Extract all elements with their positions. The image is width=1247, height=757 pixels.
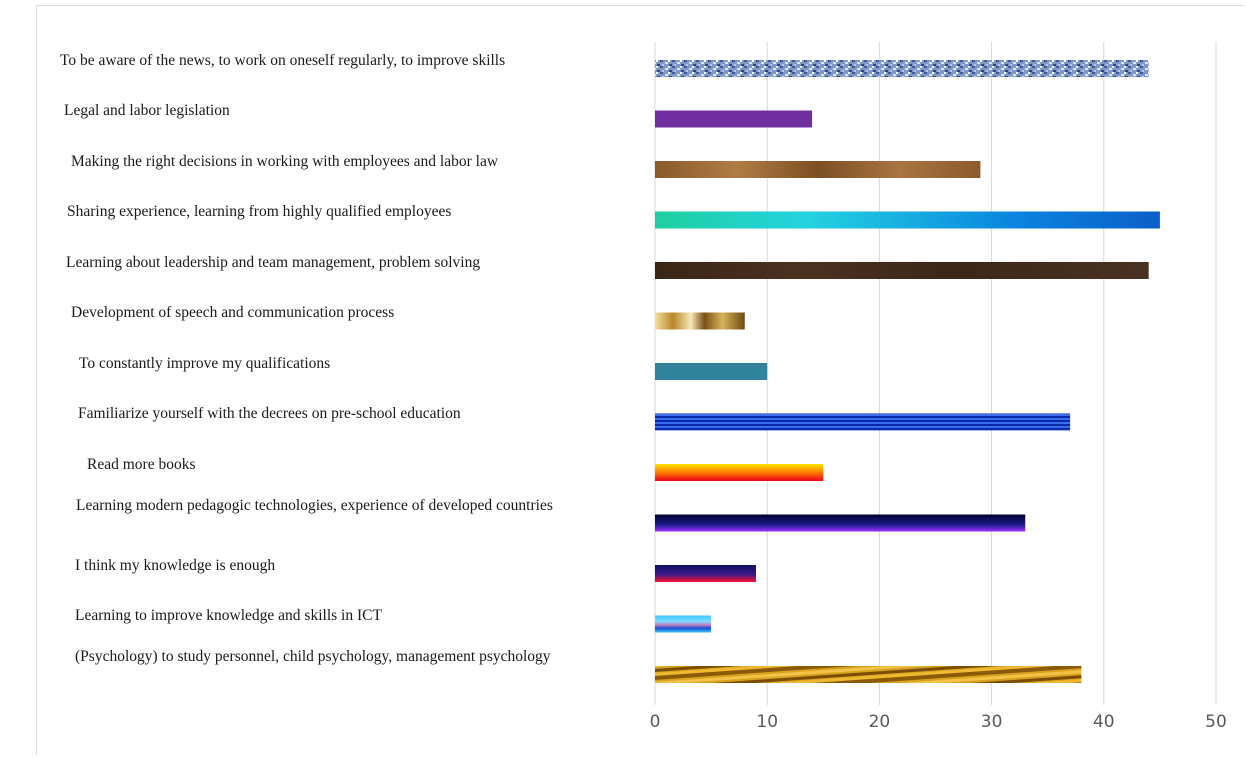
x-tick-label: 10 [756,712,778,732]
category-label: Learning about leadership and team manag… [66,253,481,271]
category-label: To constantly improve my qualifications [79,354,331,372]
category-label: Sharing experience, learning from highly… [67,203,452,220]
x-tick-label: 50 [1205,712,1227,732]
bar [655,312,745,330]
bar [655,110,813,128]
x-tick-label: 0 [650,712,661,732]
bar [655,60,1149,77]
category-label: Learning modern pedagogic technologies, … [76,496,553,514]
category-label: Learning to improve knowledge and skills… [75,607,382,624]
category-label: To be aware of the news, to work on ones… [60,51,506,69]
x-tick-label: 20 [869,712,891,732]
bar [655,363,768,380]
x-tick-label: 40 [1093,712,1115,732]
category-label: I think my knowledge is enough [75,556,276,574]
bars [655,60,1160,683]
chart-frame [36,5,1244,755]
category-label: (Psychology) to study personnel, child p… [75,648,551,665]
bar [655,262,1149,279]
bar [655,211,1160,229]
category-label: Familiarize yourself with the decrees on… [78,405,461,422]
x-axis-ticks: 0 10 20 30 40 50 [650,712,1227,732]
bar [655,514,1026,532]
category-label: Making the right decisions in working wi… [71,152,499,170]
bar [655,615,712,633]
x-tick-label: 30 [981,712,1003,732]
category-label: Read more books [87,455,196,473]
category-label: Development of speech and communication … [71,304,395,321]
bar [655,161,981,178]
bar [655,413,1071,431]
bar [655,565,756,582]
bar [655,464,824,481]
bar [655,666,1082,683]
category-label: Legal and labor legislation [64,102,230,119]
